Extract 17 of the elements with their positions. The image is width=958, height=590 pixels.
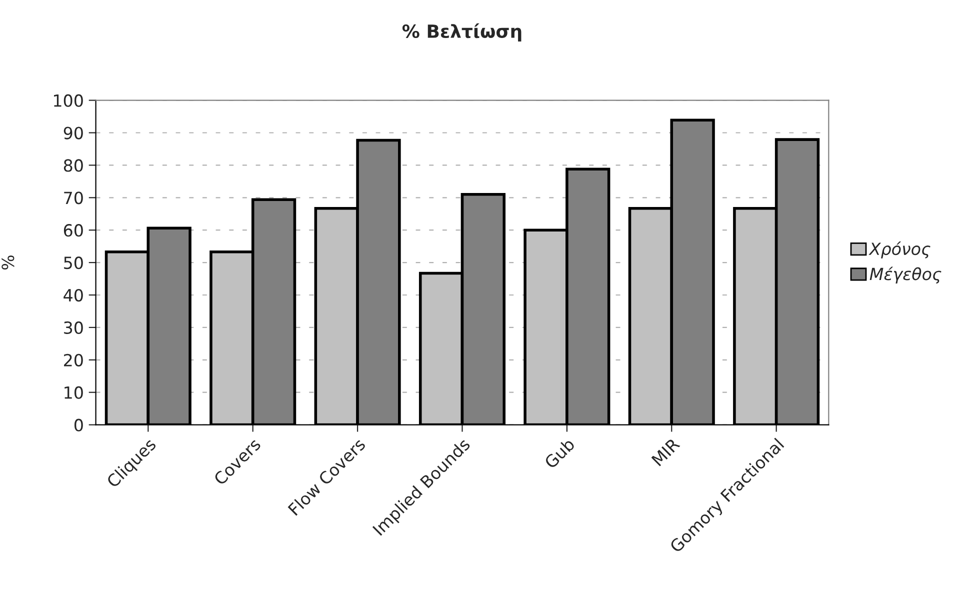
y-tick-label: 40 (64, 288, 83, 302)
y-tick-label: 60 (64, 224, 83, 237)
x-tick-label: MIR (651, 437, 680, 466)
y-tick-label: 70 (64, 192, 83, 204)
x-tick-label: Gub (544, 437, 576, 470)
legend-label: Μέγεθος (870, 266, 942, 284)
legend-label: Χρόνος (868, 242, 930, 258)
y-tick-label: 0 (74, 418, 83, 432)
chart-title: % Βελτίωση (402, 23, 522, 42)
y-tick-label: 100 (54, 94, 83, 107)
y-axis-title: % (2, 256, 14, 270)
y-tick-label: 50 (64, 256, 83, 270)
y-tick-label: 90 (64, 126, 83, 140)
y-tick-label: 30 (64, 321, 83, 334)
y-tick-label: 20 (64, 354, 83, 366)
y-tick-label: 10 (64, 386, 83, 399)
y-tick-label: 80 (64, 159, 83, 172)
